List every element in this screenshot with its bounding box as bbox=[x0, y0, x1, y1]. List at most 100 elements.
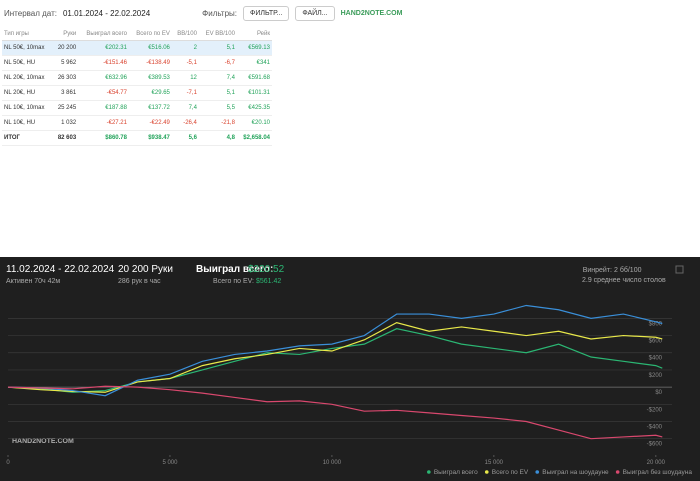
series-line bbox=[7, 385, 663, 440]
table-cell: ИТОГ bbox=[2, 130, 53, 146]
file-button[interactable]: ФАЙЛ... bbox=[295, 6, 335, 21]
table-cell: -€151.46 bbox=[78, 55, 129, 71]
table-cell: €101.31 bbox=[236, 85, 272, 101]
table-cell: NL 50€, HU bbox=[2, 55, 53, 71]
column-header: Рейк bbox=[236, 28, 272, 41]
table-cell: -7,1 bbox=[171, 85, 199, 101]
table-cell: 5,1 bbox=[198, 85, 237, 101]
y-tick-label: $400 bbox=[649, 356, 663, 362]
filters-label: Фильтры: bbox=[202, 9, 238, 18]
table-cell: 1 032 bbox=[52, 115, 79, 131]
table-cell: -€138.49 bbox=[128, 55, 172, 71]
table-row[interactable]: NL 10€, HU 1 032 -€27.21 -€22.49 -26,4 -21,8 €… bbox=[2, 115, 272, 131]
table-cell: €187.88 bbox=[78, 100, 129, 116]
legend-label[interactable]: Выиграл всего bbox=[434, 469, 478, 476]
series-line bbox=[7, 322, 663, 393]
table-cell: 2 bbox=[171, 40, 199, 56]
y-tick-label: $600 bbox=[649, 339, 663, 345]
table-cell: €202.31 bbox=[78, 40, 129, 56]
table-cell: 3 861 bbox=[52, 85, 79, 101]
table-cell: €516.06 bbox=[128, 40, 172, 56]
x-tick-label: 10 000 bbox=[323, 460, 342, 466]
table-cell: NL 10€, 10max bbox=[2, 100, 53, 116]
hands: 20 200 Руки bbox=[118, 264, 173, 275]
table-cell: €137.72 bbox=[128, 100, 172, 116]
legend-marker bbox=[615, 470, 620, 474]
table-cell: 5,5 bbox=[198, 100, 237, 116]
table-cell: 26 303 bbox=[52, 70, 79, 86]
toolbar: Интервал дат: 01.01.2024 - 22.02.2024 Фи… bbox=[4, 6, 402, 21]
chart-panel: 11.02.2024 - 22.02.2024 Активен 70ч 42м … bbox=[0, 257, 700, 481]
chart-date-range: 11.02.2024 - 22.02.2024 bbox=[6, 264, 115, 275]
won-label: Выиграл всего: bbox=[196, 264, 273, 275]
active-time: Активен 70ч 42м bbox=[6, 278, 60, 285]
table-cell: €425.35 bbox=[236, 100, 272, 116]
table-cell: $2,658.04 bbox=[236, 130, 272, 146]
table-cell: 4,8 bbox=[198, 130, 237, 146]
date-label: Интервал дат: bbox=[4, 9, 57, 18]
won-value: $220.52 bbox=[248, 264, 285, 275]
table-cell: €569.13 bbox=[236, 40, 272, 56]
table-cell: €389.53 bbox=[128, 70, 172, 86]
table-row[interactable]: NL 20€, HU 3 861 -€54.77 €29.65 -7,1 5,1 €101.… bbox=[2, 85, 272, 101]
legend-label[interactable]: Выиграл на шоудауне bbox=[542, 469, 609, 476]
watermark: HAND2NOTE.COM bbox=[12, 438, 74, 445]
table-row[interactable]: ИТОГ 82 603 $860.78 $938.47 5,6 4,8 $2,658.04 bbox=[2, 130, 272, 146]
winrate-label: Винрейт: bbox=[583, 266, 612, 274]
column-header: EV BB/100 bbox=[198, 28, 237, 41]
x-tick-label: 20 000 bbox=[647, 460, 666, 466]
y-tick-label: -$600 bbox=[647, 442, 663, 448]
table-cell: 5,1 bbox=[198, 40, 237, 56]
legend-label[interactable]: Всего по EV bbox=[492, 469, 529, 476]
y-tick-label: $0 bbox=[655, 390, 662, 396]
column-header: Всего по EV bbox=[128, 28, 172, 41]
y-tick-label: $800 bbox=[649, 321, 663, 327]
table-row[interactable]: NL 20€, 10max 26 303 €632.96 €389.53 12 7,4 €5… bbox=[2, 70, 272, 86]
column-header: Выиграл всего bbox=[78, 28, 129, 41]
logo: HAND2NOTE.COM bbox=[340, 10, 403, 17]
legend-marker bbox=[535, 470, 540, 474]
table-cell: NL 20€, 10max bbox=[2, 70, 53, 86]
table-cell: €341 bbox=[236, 55, 272, 71]
table-cell: €632.96 bbox=[78, 70, 129, 86]
x-tick-label: 15 000 bbox=[485, 460, 504, 466]
export-icon[interactable] bbox=[675, 265, 684, 274]
ev-label: Всего по EV: bbox=[213, 278, 254, 285]
ev-value: $561.42 bbox=[256, 278, 281, 285]
table-cell: 25 245 bbox=[52, 100, 79, 116]
y-tick-label: -$200 bbox=[647, 407, 663, 413]
x-tick-label: 5 000 bbox=[162, 460, 178, 466]
table-cell: -21,8 bbox=[198, 115, 237, 131]
table-cell: 12 bbox=[171, 70, 199, 86]
legend-label[interactable]: Выиграл без шоудауна bbox=[623, 468, 693, 476]
table-row[interactable]: NL 50€, 10max 20 200 €202.31 €516.06 2 5,1 €56… bbox=[2, 40, 272, 56]
column-header: BB/100 bbox=[171, 28, 199, 41]
filter-button[interactable]: ФИЛЬТР... bbox=[243, 6, 290, 21]
table-row[interactable]: NL 10€, 10max 25 245 €187.88 €137.72 7,4 5,5 €… bbox=[2, 100, 272, 116]
series-line bbox=[7, 304, 663, 397]
y-tick-label: $200 bbox=[649, 373, 663, 379]
y-tick-label: -$400 bbox=[647, 424, 663, 430]
legend-marker bbox=[427, 470, 431, 474]
table-cell: €591.68 bbox=[236, 70, 272, 86]
date-range[interactable]: 01.01.2024 - 22.02.2024 bbox=[62, 9, 151, 18]
table-cell: -€54.77 bbox=[78, 85, 129, 101]
winrate-value: 2 бб/100 bbox=[614, 266, 642, 274]
table-cell: NL 50€, 10max bbox=[2, 40, 53, 56]
table-cell: 20 200 bbox=[52, 40, 79, 56]
table-cell: -€27.21 bbox=[78, 115, 129, 131]
table-cell: -6,7 bbox=[198, 55, 237, 71]
table-cell: $938.47 bbox=[128, 130, 172, 146]
column-header: Тип игры bbox=[2, 28, 53, 41]
table-cell: 7,4 bbox=[198, 70, 237, 86]
stats-table: Тип игры Руки Выиграл всего Всего по EV BB/1… bbox=[2, 28, 272, 146]
x-tick-label: 0 bbox=[6, 460, 10, 466]
table-cell: 5 962 bbox=[52, 55, 79, 71]
table-row[interactable]: NL 50€, HU 5 962 -€151.46 -€138.49 -5,1 -6,7 €… bbox=[2, 55, 272, 71]
table-cell: NL 10€, HU bbox=[2, 115, 53, 131]
table-cell: NL 20€, HU bbox=[2, 85, 53, 101]
series-line bbox=[7, 328, 663, 393]
table-cell: $860.78 bbox=[78, 130, 129, 146]
table-cell: €29.65 bbox=[128, 85, 172, 101]
